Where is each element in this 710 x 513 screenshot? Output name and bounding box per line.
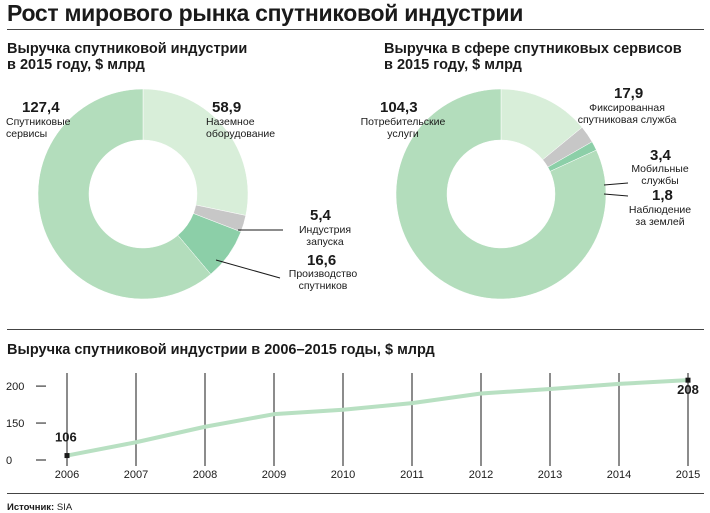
source-value: SIA <box>56 502 73 513</box>
right-label-s1-text: Мобильные службы <box>628 163 692 187</box>
left-donut-chart <box>37 88 283 300</box>
right-chart-title: Выручка в сфере спутниковых сервисов в 2… <box>384 41 682 73</box>
start-point-marker <box>64 453 70 459</box>
end-point-marker <box>685 377 691 383</box>
right-label-s3-value: 104,3 <box>380 99 418 116</box>
right-label-s2-line2: за землей <box>635 215 685 228</box>
left-chart-title: Выручка спутниковой индустрии в 2015 год… <box>7 41 247 73</box>
right-label-s3-line2: услуги <box>387 127 419 140</box>
x-tick-label-3: 2009 <box>262 469 286 481</box>
right-chart-title-line2: в 2015 году, $ млрд <box>384 57 522 73</box>
left-label-s3-line2: сервисы <box>6 127 48 140</box>
left-donut-slice-3 <box>37 88 212 300</box>
left-label-s2-value: 16,6 <box>307 252 337 269</box>
right-label-s1-line2: службы <box>641 174 679 187</box>
left-donut-slice-0 <box>142 88 249 216</box>
end-value-label: 208 <box>677 382 699 397</box>
left-label-s2-line1: Производство <box>288 268 358 280</box>
left-label-s3-line1: Спутниковые <box>6 116 71 128</box>
right-donut-leader-line-0 <box>603 182 629 186</box>
left-label-s1-line1: Индустрия <box>298 224 352 236</box>
right-chart-title-line1: Выручка в сфере спутниковых сервисов <box>384 41 682 57</box>
right-donut-leader-line-1 <box>603 193 629 197</box>
x-tick-label-8: 2014 <box>607 469 631 481</box>
x-tick-label-0: 2006 <box>55 469 79 481</box>
x-tick-label-1: 2007 <box>124 469 148 481</box>
y-tick-label-0: 0 <box>6 455 12 467</box>
right-label-s3-line1: Потребительские <box>360 116 446 128</box>
left-label-s0-line2: оборудование <box>206 127 276 140</box>
y-tick-label-1: 150 <box>6 418 24 430</box>
line-chart: 0 150 200 2006 2007 2008 2009 2010 2011 2012 2013 2… <box>6 373 700 481</box>
x-tick-label-5: 2011 <box>400 469 424 481</box>
x-tick-label-7: 2013 <box>538 469 562 481</box>
left-label-s3-text: Спутниковые сервисы <box>6 116 71 140</box>
x-tick-label-2: 2008 <box>193 469 217 481</box>
source-label: Источник: <box>7 502 55 513</box>
left-label-s0-value: 58,9 <box>212 99 242 116</box>
right-label-s0-line1: Фиксированная <box>589 102 665 114</box>
x-tick-label-6: 2012 <box>469 469 493 481</box>
source-note: Источник: SIA <box>7 502 72 513</box>
revenue-series-line <box>65 378 690 458</box>
start-value-label: 106 <box>55 430 77 445</box>
left-label-s2-line2: спутников <box>298 279 348 292</box>
left-label-s0-line1: Наземное <box>206 116 255 128</box>
right-label-s2-text: Наблюдение за землей <box>628 204 692 228</box>
left-chart-title-line1: Выручка спутниковой индустрии <box>7 41 248 57</box>
left-label-s1-line2: запуска <box>306 235 344 248</box>
right-label-s0-value: 17,9 <box>614 85 644 102</box>
left-label-s0-text: Наземное оборудование <box>206 116 276 140</box>
left-donut-leader-line-1 <box>215 259 281 279</box>
right-label-s2-line1: Наблюдение <box>628 204 692 216</box>
right-donut-chart <box>395 88 629 300</box>
footer-separator <box>7 493 704 494</box>
right-label-s1-value: 3,4 <box>650 147 671 164</box>
x-tick-label-4: 2010 <box>331 469 355 481</box>
right-label-s3-text: Потребительские услуги <box>354 116 452 140</box>
left-chart-title-line2: в 2015 году, $ млрд <box>7 57 145 73</box>
right-label-s0-line2: спутниковая служба <box>577 113 677 126</box>
section-separator <box>7 329 704 330</box>
right-donut-slice-3 <box>395 88 607 300</box>
left-label-s3-value: 127,4 <box>22 99 60 116</box>
x-tick-label-9: 2015 <box>676 469 700 481</box>
right-label-s2-value: 1,8 <box>652 187 673 204</box>
left-label-s1-text: Индустрия запуска <box>291 224 359 248</box>
title-separator <box>7 29 704 30</box>
page-title: Рост мирового рынка спутниковой индустри… <box>7 0 524 26</box>
y-tick-label-2: 200 <box>6 381 24 393</box>
right-label-s0-text: Фиксированная спутниковая служба <box>571 102 683 126</box>
line-chart-title: Выручка спутниковой индустрии в 2006–201… <box>7 342 435 358</box>
left-label-s2-text: Производство спутников <box>282 268 364 292</box>
left-label-s1-value: 5,4 <box>310 207 331 224</box>
right-label-s1-line1: Мобильные <box>631 163 689 175</box>
